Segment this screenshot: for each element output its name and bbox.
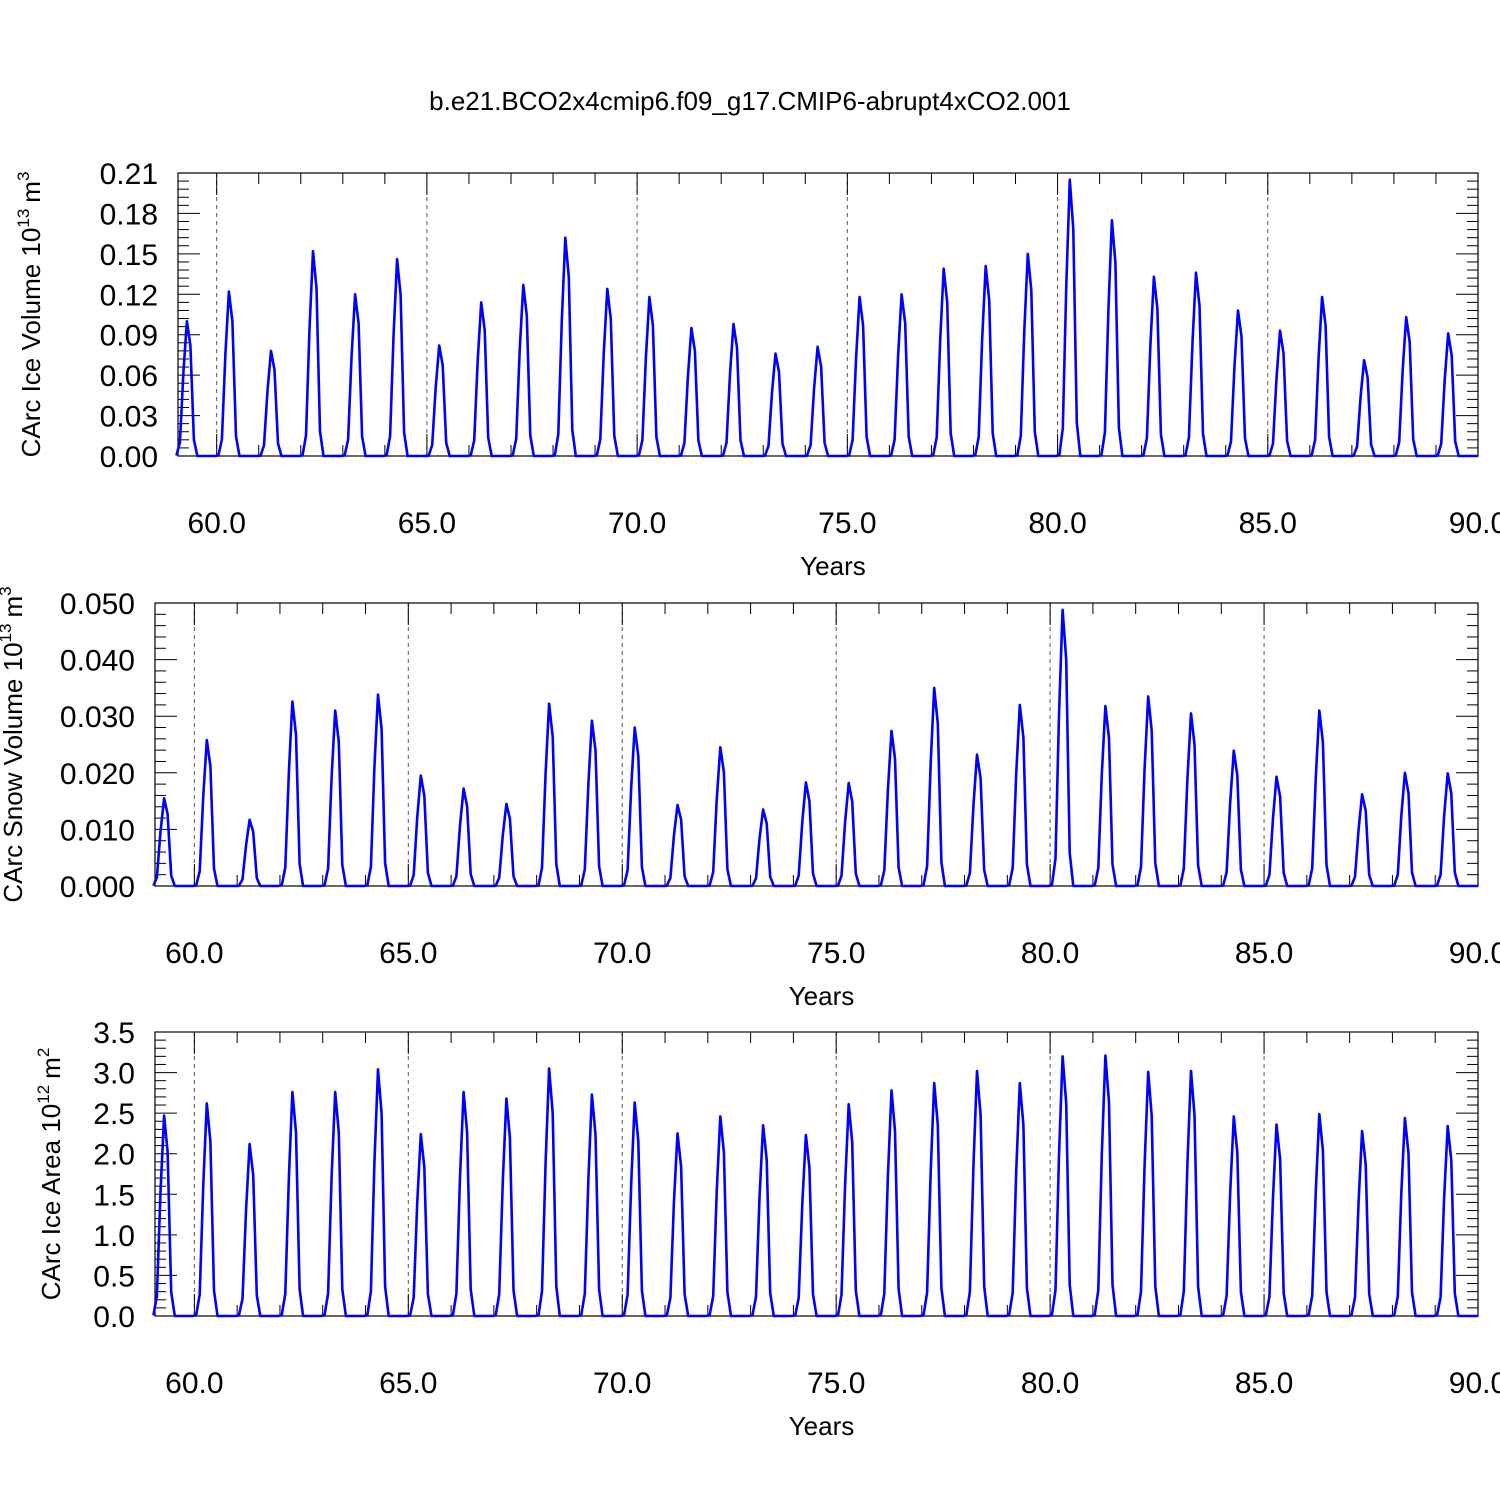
y-tick-label: 0.010	[60, 814, 135, 847]
y-axis-label: CArc Snow Volume 1013 m3	[0, 586, 28, 902]
y-tick-label: 2.0	[93, 1139, 135, 1172]
x-tick-label: 75.0	[807, 1367, 865, 1400]
x-tick-label: 70.0	[593, 1367, 651, 1400]
x-tick-label: 60.0	[165, 1367, 223, 1400]
x-tick-label: 70.0	[608, 507, 666, 540]
x-axis-label: Years	[800, 551, 866, 581]
data-series-line	[152, 608, 1478, 888]
y-tick-label: 0.000	[60, 871, 135, 904]
y-axis-label-superscript: 12	[34, 1085, 53, 1104]
x-tick-label: 80.0	[1028, 507, 1086, 540]
panel-3: 60.0 65.0 70.0 75.0 80.0 85.0 90.0 0.0 0.5 1.0 1.5…	[34, 1017, 1500, 1441]
y-tick-label: 0.21	[100, 158, 158, 191]
y-axis-label: CArc Ice Volume 1013 m3	[14, 172, 46, 458]
y-axis-label-part: CArc Ice Volume 10	[16, 228, 46, 458]
y-tick-label: 1.0	[93, 1220, 135, 1253]
x-tick-label: 60.0	[187, 507, 245, 540]
y-tick-label: 0.00	[100, 441, 158, 474]
y-tick-label: 0.06	[100, 360, 158, 393]
y-axis-label-superscript: 3	[14, 172, 33, 181]
y-tick-label: 0.0	[93, 1301, 135, 1334]
plot-frame	[177, 172, 1479, 457]
y-axis-label-superscript: 3	[0, 586, 15, 595]
y-tick-label: 0.03	[100, 401, 158, 434]
panel-1: 60.0 65.0 70.0 75.0 80.0 85.0 90.0 0.00 0.03 0.06…	[14, 158, 1500, 581]
x-tick-label: 90.0	[1449, 937, 1500, 970]
x-tick-label: 65.0	[379, 937, 437, 970]
y-axis-label-part: m	[36, 1057, 66, 1079]
y-tick-label: 0.050	[60, 588, 135, 621]
x-tick-label: 60.0	[165, 937, 223, 970]
y-tick-label: 0.12	[100, 279, 158, 312]
y-axis-label-superscript: 2	[34, 1048, 53, 1057]
x-tick-label: 85.0	[1235, 937, 1293, 970]
x-tick-label: 85.0	[1239, 507, 1297, 540]
y-tick-label: 2.5	[93, 1098, 135, 1131]
x-axis-label: Years	[789, 1411, 855, 1441]
y-tick-label: 0.15	[100, 239, 158, 272]
x-tick-label: 90.0	[1449, 1367, 1500, 1400]
y-tick-label: 0.040	[60, 645, 135, 678]
chart-title: b.e21.BCO2x4cmip6.f09_g17.CMIP6-abrupt4x…	[429, 86, 1071, 116]
x-axis-label: Years	[789, 981, 855, 1011]
y-axis-label-superscript: 13	[0, 624, 15, 643]
y-axis-label-part: m	[16, 181, 46, 203]
x-tick-label: 80.0	[1021, 1367, 1079, 1400]
y-axis-label-part: CArc Ice Area 10	[36, 1104, 66, 1301]
y-axis-label: CArc Ice Area 1012 m2	[34, 1048, 66, 1301]
y-tick-label: 0.09	[100, 320, 158, 353]
x-tick-label: 90.0	[1449, 507, 1500, 540]
y-tick-label: 0.18	[100, 198, 158, 231]
panel-2: 60.0 65.0 70.0 75.0 80.0 85.0 90.0 0.000 0.010 0.…	[0, 586, 1500, 1011]
x-tick-label: 75.0	[807, 937, 865, 970]
x-tick-label: 65.0	[398, 507, 456, 540]
y-axis-label-part: CArc Snow Volume 10	[0, 642, 28, 902]
x-tick-label: 65.0	[379, 1367, 437, 1400]
y-tick-label: 3.0	[93, 1058, 135, 1091]
y-tick-label: 0.020	[60, 758, 135, 791]
plot-frame	[154, 602, 1479, 887]
x-tick-label: 85.0	[1235, 1367, 1293, 1400]
y-tick-label: 3.5	[93, 1017, 135, 1050]
y-tick-label: 1.5	[93, 1179, 135, 1212]
panels: 60.0 65.0 70.0 75.0 80.0 85.0 90.00.000.030.06…	[0, 158, 1500, 1441]
data-series-line	[152, 1054, 1478, 1318]
y-axis-label-part: m	[0, 596, 28, 618]
x-tick-label: 70.0	[593, 937, 651, 970]
x-tick-label: 80.0	[1021, 937, 1079, 970]
data-series-line	[175, 178, 1478, 458]
y-tick-label: 0.5	[93, 1260, 135, 1293]
y-tick-label: 0.030	[60, 701, 135, 734]
x-tick-label: 75.0	[818, 507, 876, 540]
y-axis-label-superscript: 13	[14, 209, 33, 228]
